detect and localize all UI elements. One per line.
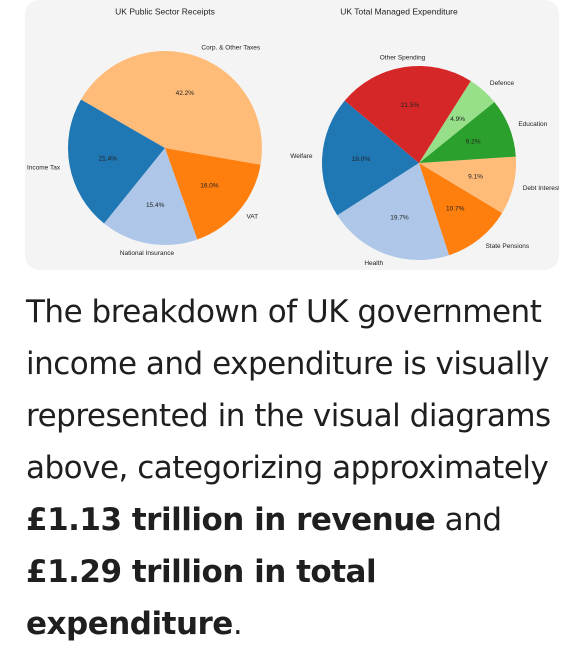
slice-label: Defence xyxy=(490,80,515,87)
pie-slice xyxy=(80,50,263,165)
description: The breakdown of UK government income an… xyxy=(26,286,566,650)
pie-slice xyxy=(419,163,503,256)
value-label: 21.4% xyxy=(99,155,118,162)
slice-label: Health xyxy=(364,260,383,267)
text: . xyxy=(232,606,243,642)
pie-slice xyxy=(337,163,450,260)
slice-label: Welfare xyxy=(290,153,313,160)
slice-label: VAT xyxy=(246,214,258,221)
slice-label: Corp. & Other Taxes xyxy=(201,44,261,51)
value-label: 42.2% xyxy=(176,90,195,97)
pie-slice xyxy=(68,99,165,224)
page: UK Public Sector Receipts 21.4% Income Tax… xyxy=(25,0,561,642)
slice-label: National Insurance xyxy=(120,250,175,257)
pie-slice xyxy=(419,101,516,163)
text: The breakdown of UK government income an… xyxy=(26,294,551,486)
bold-text: £1.13 trillion in revenue xyxy=(26,502,436,538)
value-label: 16.0% xyxy=(200,182,219,189)
chart-card: UK Public Sector Receipts 21.4% Income Tax… xyxy=(25,0,560,270)
pie-slice xyxy=(165,148,261,240)
pie-slice xyxy=(344,65,471,163)
chart-title: UK Total Managed Expenditure xyxy=(340,6,458,16)
value-label: 21.5% xyxy=(401,102,420,109)
value-label: 4.9% xyxy=(450,116,465,123)
pie-slice xyxy=(104,148,198,245)
value-label: 9.2% xyxy=(466,138,481,145)
value-label: 19.7% xyxy=(390,215,409,222)
pie-slice xyxy=(322,100,419,216)
pie-slice xyxy=(419,80,495,163)
slice-label: Other Spending xyxy=(380,54,426,61)
value-label: 9.1% xyxy=(468,173,483,180)
value-label: 19.0% xyxy=(352,156,371,163)
value-label: 15.4% xyxy=(146,202,165,209)
bold-text: £1.29 trillion in total expenditure xyxy=(26,554,377,642)
text: and xyxy=(435,502,502,538)
chart-title: UK Public Sector Receipts xyxy=(115,6,215,16)
value-label: 10.7% xyxy=(446,205,465,212)
slice-label: Debt Interest xyxy=(523,185,559,192)
charts: UK Public Sector Receipts 21.4% Income Tax… xyxy=(27,6,560,267)
pie-slice xyxy=(419,156,516,213)
slice-label: Income Tax xyxy=(27,164,61,171)
slice-label: Education xyxy=(518,121,547,128)
slice-label: State Pensions xyxy=(485,243,529,250)
